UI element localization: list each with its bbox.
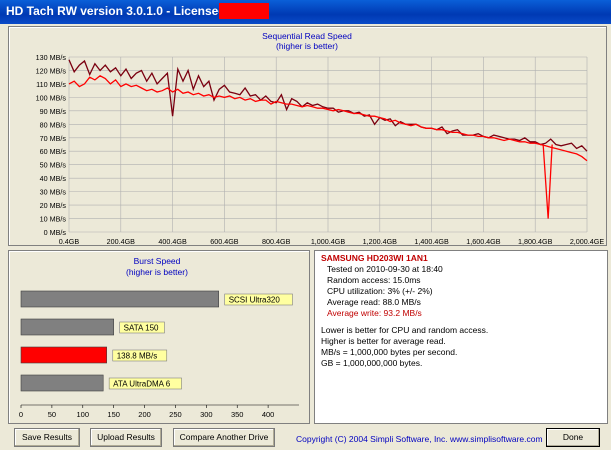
x-tick-label: 100 <box>77 410 90 419</box>
chart-title: Burst Speed <box>134 256 181 266</box>
cpu-utilization: CPU utilization: 3% (+/- 2%) <box>327 286 433 296</box>
x-tick-label: 400.4GB <box>158 237 187 245</box>
burst-label-box <box>112 349 168 362</box>
x-tick-label: 250 <box>169 410 182 419</box>
y-tick-label: 60 MB/s <box>40 147 67 156</box>
y-tick-label: 70 MB/s <box>40 134 67 143</box>
write-speed-dip <box>542 144 553 219</box>
chart-title: Sequential Read Speed <box>262 31 352 41</box>
x-tick-label: 0.4GB <box>59 237 80 245</box>
burst-label-box <box>108 377 182 390</box>
burst-label: 138.8 MB/s <box>117 352 157 361</box>
x-tick-label: 1,800.4GB <box>518 237 553 245</box>
x-tick-label: 2,000.4GE <box>570 237 605 245</box>
copyright-text: Copyright (C) 2004 Simpli Software, Inc.… <box>296 434 543 444</box>
burst-speed-panel: Burst Speed (higher is better) SCSI Ultr… <box>8 250 310 424</box>
upload-results-button[interactable]: Upload Results <box>90 428 162 447</box>
x-tick-label: 1,400.4GB <box>414 237 449 245</box>
redacted-license-name <box>219 3 269 19</box>
average-write: Average write: 93.2 MB/s <box>327 308 422 318</box>
y-tick-label: 80 MB/s <box>40 120 67 129</box>
x-tick-label: 200 <box>138 410 151 419</box>
y-tick-label: 0 MB/s <box>44 228 67 237</box>
burst-label: SCSI Ultra320 <box>229 296 281 305</box>
note-mbs-definition: MB/s = 1,000,000 bytes per second. <box>321 347 458 357</box>
y-tick-label: 30 MB/s <box>40 188 67 197</box>
compare-another-drive-button[interactable]: Compare Another Drive <box>173 428 275 447</box>
y-tick-label: 10 MB/s <box>40 215 67 224</box>
y-tick-label: 90 MB/s <box>40 107 67 116</box>
title-bar[interactable]: HD Tach RW version 3.0.1.0 - Licensed to <box>0 0 611 24</box>
burst-bar <box>20 374 104 392</box>
burst-label-box <box>224 293 293 306</box>
test-date: Tested on 2010-09-30 at 18:40 <box>327 264 443 274</box>
x-tick-label: 1,200.4GB <box>363 237 398 245</box>
chart-subtitle: (higher is better) <box>276 41 338 51</box>
x-tick-label: 50 <box>48 410 56 419</box>
y-tick-label: 100 MB/s <box>36 93 67 102</box>
x-tick-label: 400 <box>262 410 275 419</box>
note-higher-better: Higher is better for average read. <box>321 336 446 346</box>
x-tick-label: 150 <box>107 410 120 419</box>
burst-label: ATA UltraDMA 6 <box>113 380 171 389</box>
x-tick-label: 1,600.4GB <box>466 237 501 245</box>
burst-label-box <box>119 321 165 334</box>
y-tick-label: 120 MB/s <box>36 66 67 75</box>
window-title: HD Tach RW version 3.0.1.0 - Licensed to <box>6 4 241 18</box>
done-button[interactable]: Done <box>546 428 600 447</box>
burst-label: SATA 150 <box>124 324 159 333</box>
y-tick-label: 110 MB/s <box>36 80 66 89</box>
y-tick-label: 50 MB/s <box>40 161 67 170</box>
burst-bar <box>20 290 219 308</box>
burst-speed-chart: Burst Speed (higher is better) SCSI Ultr… <box>19 256 299 419</box>
drive-name: SAMSUNG HD203WI 1AN1 <box>321 253 428 263</box>
average-read: Average read: 88.0 MB/s <box>327 297 421 307</box>
x-tick-label: 350 <box>231 410 244 419</box>
note-gb-definition: GB = 1,000,000,000 bytes. <box>321 358 423 368</box>
y-tick-label: 130 MB/s <box>36 53 67 62</box>
burst-bar <box>20 346 107 364</box>
sequential-read-panel: Sequential Read Speed (higher is better)… <box>8 26 607 246</box>
x-tick-label: 0 <box>19 410 23 419</box>
x-tick-label: 200.4GB <box>107 237 136 245</box>
y-tick-label: 40 MB/s <box>40 174 67 183</box>
save-results-button[interactable]: Save Results <box>14 428 80 447</box>
random-access: Random access: 15.0ms <box>327 275 421 285</box>
results-info-panel: SAMSUNG HD203WI 1AN1 Tested on 2010-09-3… <box>314 250 608 424</box>
x-tick-label: 1,000.4GB <box>311 237 346 245</box>
x-tick-label: 600.4GB <box>210 237 239 245</box>
x-tick-label: 800.4GB <box>262 237 291 245</box>
chart-subtitle: (higher is better) <box>126 267 188 277</box>
write-speed-line <box>68 75 588 162</box>
read-speed-line <box>68 59 588 152</box>
x-tick-label: 300 <box>200 410 213 419</box>
sequential-read-chart: Sequential Read Speed (higher is better)… <box>36 31 605 245</box>
burst-bar <box>20 318 114 336</box>
note-lower-better: Lower is better for CPU and random acces… <box>321 325 489 335</box>
y-tick-label: 20 MB/s <box>40 201 67 210</box>
